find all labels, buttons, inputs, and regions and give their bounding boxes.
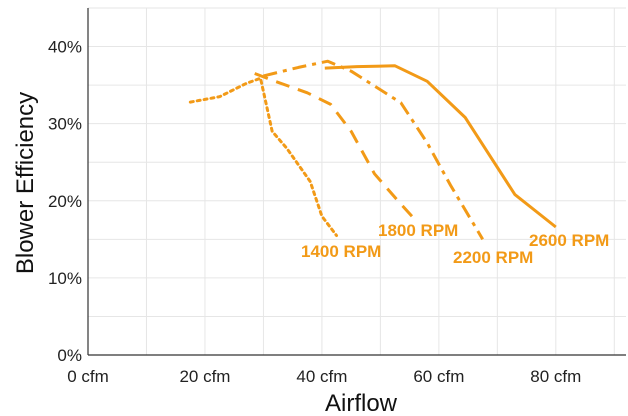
series-line-2200-rpm [263, 59, 484, 241]
series-line-1800-rpm [254, 72, 417, 222]
series-lines [188, 59, 557, 241]
y-axis-title: Blower Efficiency [12, 92, 39, 274]
x-tick-label: 0 cfm [67, 367, 109, 386]
y-tick-label: 10% [48, 269, 82, 288]
y-tick-label: 20% [48, 192, 82, 211]
series-line-1400-rpm [188, 76, 338, 237]
x-tick-label: 80 cfm [530, 367, 581, 386]
x-axis-title: Airflow [325, 390, 398, 416]
x-tick-label: 40 cfm [296, 367, 347, 386]
x-tick-labels: 0 cfm 20 cfm 40 cfm 60 cfm 80 cfm [67, 367, 581, 386]
x-tick-label: 20 cfm [179, 367, 230, 386]
series-label: 2200 RPM [453, 248, 533, 267]
grid [87, 7, 626, 356]
y-tick-label: 0% [57, 346, 82, 365]
series-label: 1800 RPM [378, 221, 458, 240]
y-tick-label: 40% [48, 38, 82, 57]
series-label: 2600 RPM [529, 231, 609, 250]
y-tick-label: 30% [48, 115, 82, 134]
series-line-2600-rpm [324, 64, 557, 229]
axes [87, 8, 626, 356]
x-tick-label: 60 cfm [413, 367, 464, 386]
series-label: 1400 RPM [301, 242, 381, 261]
y-tick-labels: 0% 10% 20% 30% 40% [48, 38, 82, 365]
